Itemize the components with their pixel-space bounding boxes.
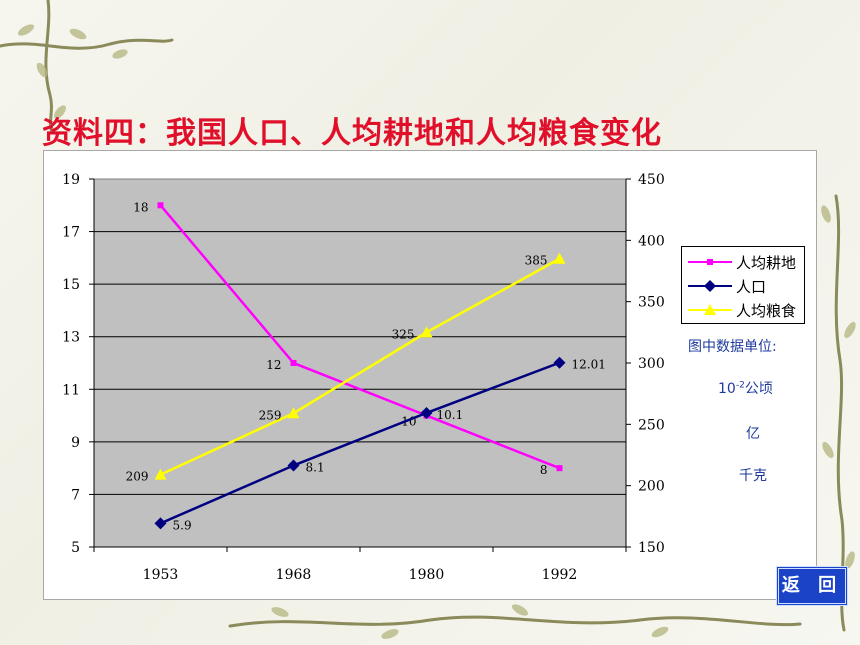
x-axis-tick-label: 1968: [276, 567, 312, 583]
data-point-triangle: [154, 468, 167, 480]
data-point-square: [556, 465, 563, 472]
data-point-diamond: [154, 517, 167, 530]
data-label: 385: [525, 254, 548, 268]
data-label: 8: [540, 463, 548, 477]
legend-item-population: 人口: [686, 275, 804, 297]
right-axis-tick-label: 150: [638, 540, 665, 556]
right-axis-tick-label: 400: [638, 233, 665, 249]
legend-diamond-marker-icon: [688, 280, 732, 292]
legend-label-population: 人口: [736, 278, 767, 296]
data-point-diamond: [420, 406, 433, 419]
data-label: 259: [259, 408, 282, 422]
data-label: 8.1: [306, 461, 325, 475]
back-button[interactable]: 返 回: [776, 566, 848, 606]
data-point-square: [157, 202, 164, 209]
units-title: 图中数据单位:: [688, 339, 777, 355]
x-axis-tick-label: 1980: [409, 567, 445, 583]
legend-item-farmland: 人均耕地: [686, 251, 804, 273]
plot-area: [93, 178, 627, 548]
unit-farmland: 10-2公顷: [718, 378, 773, 398]
left-axis-tick-label: 5: [71, 540, 80, 556]
legend-label-grain: 人均粮食: [736, 302, 797, 320]
right-axis-tick-label: 250: [638, 417, 665, 433]
data-label: 325: [392, 327, 415, 341]
legend-label-farmland: 人均耕地: [736, 254, 797, 272]
unit-population: 亿: [746, 426, 760, 442]
chart-container: 5 7 9 11 13 15 17 19 150 200 250 300 350 400 450 1953 19…: [43, 150, 817, 600]
left-axis-tick-label: 11: [62, 382, 80, 398]
x-axis-tick-label: 1953: [143, 567, 179, 583]
series-line: [159, 204, 560, 470]
data-label: 10.1: [437, 408, 464, 422]
data-label: 12: [266, 358, 281, 372]
x-axis-tick-label: 1992: [542, 567, 578, 583]
data-label: 12.01: [572, 358, 606, 372]
right-axis-tick-label: 450: [638, 172, 665, 188]
series-line: [159, 257, 561, 476]
data-point-diamond: [553, 356, 566, 369]
legend-triangle-marker-icon: [688, 304, 732, 315]
chart-legend: 人均耕地 人口 人均粮食: [681, 246, 805, 324]
data-point-triangle: [553, 252, 566, 264]
left-axis-tick-label: 7: [71, 487, 80, 503]
left-axis-tick-label: 9: [71, 435, 80, 451]
series-line: [160, 361, 560, 525]
unit-farmland-rest: 公顷: [744, 381, 773, 397]
left-axis-tick-label: 15: [62, 277, 80, 293]
legend-item-grain: 人均粮食: [686, 299, 804, 321]
data-point-diamond: [287, 459, 300, 472]
left-axis-tick-label: 17: [62, 225, 80, 241]
right-axis-tick-label: 350: [638, 295, 665, 311]
data-point-triangle: [420, 326, 433, 338]
page-title: 资料四：我国人口、人均耕地和人均粮食变化: [42, 116, 662, 151]
data-label: 5.9: [173, 518, 192, 532]
data-point-square: [290, 360, 297, 366]
left-axis-tick-label: 13: [62, 330, 80, 346]
unit-grain: 千克: [739, 468, 767, 484]
right-axis-tick-label: 200: [638, 479, 665, 495]
data-label: 209: [126, 470, 149, 484]
left-axis-tick-label: 19: [62, 172, 80, 188]
data-point-triangle: [287, 407, 300, 419]
legend-square-marker-icon: [688, 259, 732, 265]
data-label: 18: [133, 200, 148, 214]
line-chart: 5 7 9 11 13 15 17 19 150 200 250 300 350 400 450 1953 19…: [62, 172, 665, 583]
right-axis-tick-label: 300: [638, 356, 665, 372]
unit-farmland-exponent: -2: [735, 380, 745, 391]
unit-farmland-base: 10: [718, 381, 736, 397]
